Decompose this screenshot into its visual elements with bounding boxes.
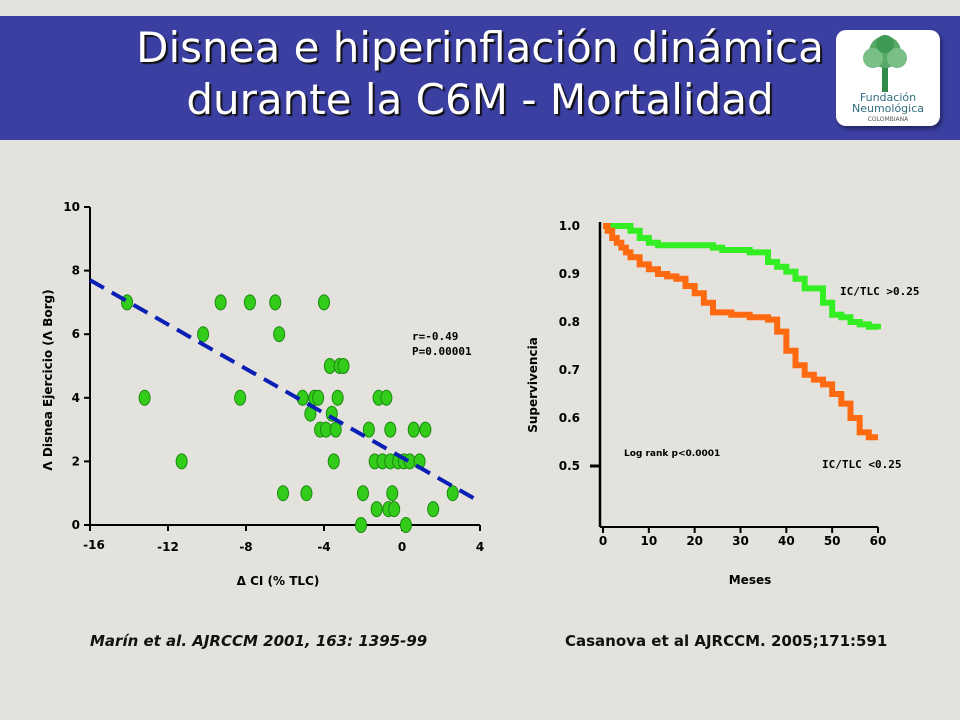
survival-y-tick-label: 0.5 xyxy=(559,459,580,473)
scatter-point xyxy=(175,453,188,470)
foundation-logo: Fundación Neumológica COLOMBIANA xyxy=(836,30,940,126)
scatter-point xyxy=(399,517,412,533)
scatter-point xyxy=(384,421,397,438)
scatter-point xyxy=(273,326,286,343)
regression-line xyxy=(89,278,478,502)
scatter-point xyxy=(269,294,282,311)
scatter-point xyxy=(386,485,399,502)
scatter-y-tick-label: 8 xyxy=(72,264,80,278)
slide-title-line-1: Disnea e hiperinflación dinámica xyxy=(136,23,824,72)
survival-y-tick-label: 0.8 xyxy=(559,315,580,329)
scatter-x-tick-label: -8 xyxy=(239,540,252,554)
survival-x-tick-label: 30 xyxy=(732,534,749,548)
scatter-y-tick-label: 0 xyxy=(72,518,80,532)
scatter-point xyxy=(214,294,227,311)
scatter-x-label: Δ CI (% TLC) xyxy=(237,574,320,588)
survival-x-tick-label: 60 xyxy=(870,534,887,548)
survival-chart: 0 10 20 30 40 50 60 0.5 0.6 0.7 0.8 0.9 1.0 IC/TLC >… xyxy=(526,219,919,587)
legend-label-ic-high: IC/TLC >0.25 xyxy=(840,285,919,298)
scatter-point xyxy=(243,294,256,311)
series-line-ic-high xyxy=(603,223,881,330)
scatter-y-tick-label: 6 xyxy=(72,327,80,341)
scatter-point xyxy=(277,485,290,502)
scatter-point xyxy=(329,421,342,438)
scatter-x-tick-label: -16 xyxy=(83,538,105,552)
scatter-point xyxy=(318,294,330,311)
slide-title: Disnea e hiperinflación dinámica durante… xyxy=(100,22,860,126)
title-banner xyxy=(0,16,960,140)
scatter-point xyxy=(337,358,350,374)
citation-left: Marín et al. AJRCCM 2001, 163: 1395-99 xyxy=(90,632,428,650)
logo-line-1: Fundación xyxy=(860,91,916,104)
scatter-point xyxy=(370,501,383,518)
survival-y-tick-label: 0.7 xyxy=(559,363,580,377)
citation-right: Casanova et al AJRCCM. 2005;171:591 xyxy=(565,632,888,650)
scatter-y-tick-label: 4 xyxy=(72,391,80,405)
survival-y-tick-label: 0.9 xyxy=(559,267,580,281)
scatter-point xyxy=(331,389,344,406)
survival-x-label: Meses xyxy=(729,573,772,587)
scatter-y-label: Λ Disnea Ejercicio (Λ Borg) xyxy=(41,289,55,470)
tree-icon: Fundación Neumológica COLOMBIANA xyxy=(852,35,924,123)
scatter-x-tick-label: -12 xyxy=(157,540,179,554)
series-line-ic-low xyxy=(603,223,878,441)
scatter-point xyxy=(407,421,420,438)
scatter-point xyxy=(327,453,340,470)
scatter-x-tick-label: 4 xyxy=(476,540,484,554)
scatter-x-tick-label: -4 xyxy=(317,540,330,554)
logo-line-3: COLOMBIANA xyxy=(868,116,909,123)
legend-label-ic-low: IC/TLC <0.25 xyxy=(822,458,901,471)
scatter-y-tick-label: 2 xyxy=(72,454,80,468)
survival-x-tick-label: 0 xyxy=(599,534,607,548)
survival-x-tick-label: 20 xyxy=(686,534,703,548)
survival-y-label: Supervivencia xyxy=(526,337,540,433)
logo-line-2: Neumológica xyxy=(852,102,924,115)
log-rank-annotation: Log rank p<0.0001 xyxy=(624,449,720,459)
scatter-point xyxy=(446,485,459,502)
survival-y-tick-label: 1.0 xyxy=(559,219,580,233)
survival-y-tick-label: 0.6 xyxy=(559,411,580,425)
scatter-point xyxy=(388,501,401,518)
scatter-point xyxy=(234,389,247,406)
scatter-chart: -16 -12 -8 -4 0 4 0 2 4 6 8 10 r=-0.49 P=0.00001 Λ … xyxy=(41,200,484,588)
scatter-point xyxy=(197,326,210,343)
scatter-point xyxy=(312,389,325,406)
survival-x-tick-label: 10 xyxy=(640,534,657,548)
scatter-point xyxy=(357,485,369,502)
scatter-point xyxy=(419,421,432,438)
p-value-label: P=0.00001 xyxy=(412,345,472,358)
survival-x-tick-label: 40 xyxy=(778,534,795,548)
scatter-point xyxy=(380,389,393,406)
scatter-point xyxy=(300,485,313,502)
survival-x-tick-label: 50 xyxy=(824,534,841,548)
scatter-point xyxy=(355,517,368,533)
scatter-point xyxy=(427,501,440,518)
scatter-point xyxy=(138,389,151,406)
scatter-x-tick-label: 0 xyxy=(398,540,406,554)
correlation-label: r=-0.49 xyxy=(412,330,458,343)
scatter-y-tick-label: 10 xyxy=(63,200,80,214)
slide-title-line-2: durante la C6M - Mortalidad xyxy=(186,75,774,124)
scatter-point xyxy=(362,421,375,438)
